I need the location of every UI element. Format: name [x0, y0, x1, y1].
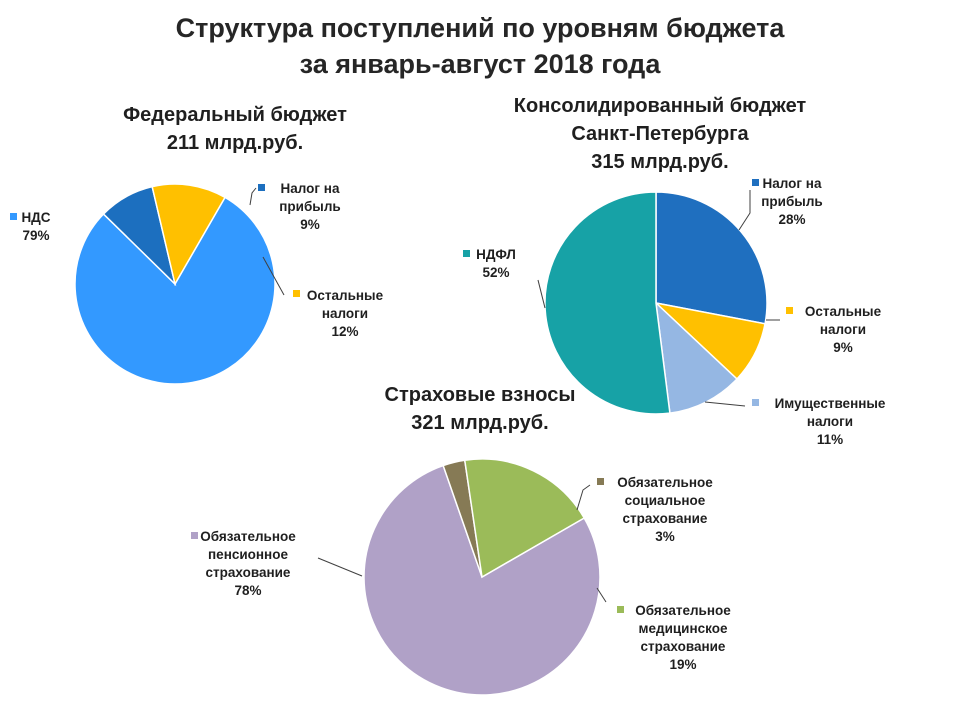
- federal-title-name: Федеральный бюджет: [123, 104, 347, 126]
- pie-slice-nds: [74, 196, 276, 385]
- legend-swatch: [293, 290, 300, 297]
- main-title-line2: за январь-август 2018 года: [299, 49, 661, 79]
- slice-percent: 28%: [778, 212, 805, 227]
- leader-line: [249, 187, 257, 206]
- slice-percent: 79%: [22, 228, 49, 243]
- data-label-nalog-na-pribyl: Налог на прибыль 9%: [249, 181, 341, 232]
- slice-percent: 52%: [482, 265, 509, 280]
- leader-line: [738, 190, 751, 231]
- slice-name: Обязательное социальное страхование: [617, 475, 713, 526]
- pie-chart-3: [363, 458, 601, 696]
- slice-name: НДФЛ: [476, 247, 516, 262]
- pie-slice-ndfl: [544, 191, 671, 415]
- legend-swatch: [597, 478, 604, 485]
- legend-swatch: [752, 399, 759, 406]
- insurance-title-amount: 321 млрд.руб.: [411, 412, 549, 434]
- slice-name: Обязательное медицинское страхование: [635, 603, 731, 654]
- federal-title: Федеральный бюджет 211 млрд.руб.: [70, 101, 400, 157]
- data-label-nds: НДС 79%: [10, 210, 51, 243]
- data-label-obyazatelnoe-pensionnoe-strahovanie: Обязательное пенсионное страхование 78%: [191, 529, 363, 598]
- leader-line: [704, 401, 746, 407]
- legend-swatch: [258, 184, 265, 191]
- pie-slice-nalog-na-pribyl: [655, 191, 768, 325]
- insurance-title-name: Страховые взносы: [384, 384, 576, 406]
- legend-swatch: [10, 213, 17, 220]
- legend-swatch: [191, 532, 198, 539]
- legend-swatch: [617, 606, 624, 613]
- slice-name: НДС: [21, 210, 50, 225]
- leader-line: [576, 484, 591, 511]
- leader-line: [262, 256, 285, 296]
- slice-percent: 11%: [817, 432, 843, 447]
- leader-line: [317, 557, 363, 577]
- main-title: Структура поступлений по уровням бюджета…: [0, 10, 960, 82]
- slice-percent: 12%: [331, 324, 358, 339]
- slice-percent: 3%: [655, 529, 675, 544]
- slice-name: Обязательное пенсионное страхование: [200, 529, 296, 580]
- leader-line: [596, 587, 607, 603]
- main-title-line1: Структура поступлений по уровням бюджета: [175, 13, 785, 43]
- data-label-ostalnye-nalogi: Остальные налоги 12%: [262, 256, 384, 339]
- slice-name: Налог на прибыль: [761, 176, 822, 209]
- slice-percent: 19%: [669, 657, 696, 672]
- data-label-imuschestvennye-nalogi: Имущественные налоги 11%: [704, 396, 886, 447]
- slice-name: Налог на прибыль: [279, 181, 340, 214]
- spb-title-amount: 315 млрд.руб.: [591, 151, 729, 173]
- slice-name: Имущественные налоги: [775, 396, 886, 429]
- slice-name: Остальные налоги: [805, 304, 882, 337]
- pie-chart-2: [544, 191, 768, 415]
- data-label-obyazatelnoe-socialnoe-strahovanie: Обязательное социальное страхование 3%: [576, 475, 713, 544]
- insurance-title: Страховые взносы 321 млрд.руб.: [320, 381, 640, 437]
- slice-percent: 9%: [833, 340, 853, 355]
- data-label-nalog-na-pribyl: Налог на прибыль 28%: [738, 176, 823, 231]
- leader-line: [537, 279, 546, 309]
- legend-swatch: [786, 307, 793, 314]
- slice-name: Остальные налоги: [307, 288, 384, 321]
- spb-title-name: Консолидированный бюджет: [513, 95, 807, 117]
- data-label-ostalnye-nalogi: Остальные налоги 9%: [766, 304, 882, 355]
- spb-title-name-line2: Санкт-Петербурга: [571, 123, 749, 145]
- slice-percent: 78%: [234, 583, 261, 598]
- slice-percent: 9%: [300, 217, 320, 232]
- pie-slice-obyazatelnoe-pensionnoe-strahovanie: [363, 464, 601, 696]
- pie-chart-1: [74, 183, 276, 385]
- data-label-obyazatelnoe-medicinskoe-strahovanie: Обязательное медицинское страхование 19%: [596, 587, 731, 672]
- legend-swatch: [463, 250, 470, 257]
- spb-title: Консолидированный бюджет Санкт-Петербург…: [470, 92, 850, 176]
- legend-swatch: [752, 179, 759, 186]
- federal-title-amount: 211 млрд.руб.: [166, 132, 304, 154]
- pie-slice-ostalnye-nalogi: [151, 183, 227, 287]
- data-label-ndfl: НДФЛ 52%: [463, 247, 546, 309]
